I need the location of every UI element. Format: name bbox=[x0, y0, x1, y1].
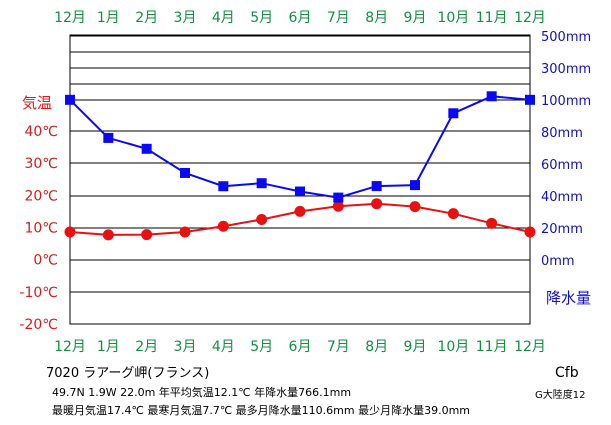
precipitation-point bbox=[218, 181, 229, 192]
temperature-axis-label: 気温 bbox=[22, 94, 52, 112]
temperature-point bbox=[179, 226, 191, 238]
temperature-point bbox=[294, 205, 306, 217]
temperature-point bbox=[447, 208, 459, 220]
station-info-line1: 49.7N 1.9W 22.0m 年平均気温12.1℃ 年降水量766.1mm bbox=[52, 386, 352, 399]
month-labels-top: 12月 1月 2月 3月 4月 5月 6月 7月 8月 9月 10月 11月 12月 bbox=[54, 10, 546, 26]
koppen-class: Cfb bbox=[555, 365, 579, 381]
month-label-bottom: 7月 bbox=[327, 339, 350, 355]
station-info-line2: 最暖月気温17.4℃ 最寒月気温7.7℃ 最多月降水量110.6mm 最少月降水… bbox=[52, 404, 471, 417]
temperature-tick: 40℃ bbox=[24, 124, 58, 140]
temperature-point bbox=[371, 198, 383, 210]
precipitation-tick: 100mm bbox=[541, 94, 591, 109]
month-label-top: 9月 bbox=[404, 10, 427, 26]
month-label-top: 12月 bbox=[54, 10, 86, 26]
month-label-bottom: 12月 bbox=[514, 339, 546, 355]
temperature-point bbox=[409, 201, 421, 213]
precipitation-axis-label: 降水量 bbox=[546, 289, 591, 307]
precipitation-tick: 300mm bbox=[541, 62, 591, 77]
month-label-top: 10月 bbox=[437, 10, 469, 26]
month-label-top: 6月 bbox=[289, 10, 312, 26]
month-label-bottom: 4月 bbox=[212, 339, 235, 355]
precipitation-point bbox=[180, 167, 190, 178]
month-label-bottom: 11月 bbox=[476, 339, 508, 355]
month-label-bottom: 8月 bbox=[365, 339, 388, 355]
precipitation-point bbox=[295, 186, 305, 197]
month-label-top: 1月 bbox=[97, 10, 120, 26]
temperature-tick: 30℃ bbox=[24, 156, 58, 172]
month-label-top: 8月 bbox=[365, 10, 388, 26]
month-label-top: 11月 bbox=[476, 10, 508, 26]
precipitation-point bbox=[410, 180, 420, 191]
temperature-point bbox=[141, 229, 153, 241]
precipitation-point bbox=[448, 108, 459, 119]
precipitation-point bbox=[65, 94, 75, 105]
month-label-bottom: 12月 bbox=[54, 339, 86, 355]
month-label-bottom: 6月 bbox=[289, 339, 312, 355]
precipitation-tick: 0mm bbox=[541, 254, 575, 269]
precipitation-point bbox=[103, 132, 114, 143]
continentality: G大陸度12 bbox=[535, 390, 586, 401]
precipitation-line bbox=[69, 95, 531, 199]
temperature-tick: -10℃ bbox=[19, 285, 58, 301]
month-label-top: 12月 bbox=[514, 10, 546, 26]
temperature-tick: 0℃ bbox=[33, 253, 58, 269]
month-label-top: 4月 bbox=[212, 10, 235, 26]
temperature-point bbox=[256, 213, 268, 225]
chart-grid bbox=[69, 34, 531, 325]
temperature-point bbox=[64, 226, 76, 238]
precipitation-point bbox=[333, 192, 344, 203]
temperature-point bbox=[217, 220, 229, 232]
month-label-bottom: 1月 bbox=[97, 339, 120, 355]
temperature-point bbox=[332, 200, 344, 212]
month-label-top: 2月 bbox=[135, 10, 158, 26]
month-label-bottom: 9月 bbox=[404, 339, 427, 355]
precipitation-tick: 40mm bbox=[541, 190, 583, 205]
month-label-bottom: 2月 bbox=[135, 339, 158, 355]
precipitation-tick: 20mm bbox=[541, 222, 583, 237]
precipitation-point bbox=[256, 178, 267, 189]
precipitation-point bbox=[486, 91, 497, 102]
station-name: 7020 ラアーグ岬(フランス) bbox=[46, 366, 210, 381]
plot-frame bbox=[69, 34, 531, 325]
precipitation-tick: 60mm bbox=[541, 158, 583, 173]
month-label-top: 5月 bbox=[250, 10, 273, 26]
precipitation-point bbox=[525, 94, 535, 105]
month-label-bottom: 3月 bbox=[174, 339, 197, 355]
precipitation-point bbox=[141, 143, 152, 154]
month-label-top: 3月 bbox=[174, 10, 197, 26]
temperature-point bbox=[102, 229, 114, 241]
precipitation-axis: 500mm 300mm 100mm 80mm 60mm 40mm 20mm 0mm bbox=[541, 30, 591, 269]
precipitation-tick: 80mm bbox=[541, 126, 583, 141]
precipitation-tick: 500mm bbox=[541, 30, 591, 45]
month-label-bottom: 10月 bbox=[437, 339, 469, 355]
temperature-point bbox=[486, 217, 498, 229]
chart-series bbox=[64, 91, 536, 241]
month-label-top: 7月 bbox=[327, 10, 350, 26]
temperature-tick: -20℃ bbox=[19, 317, 58, 333]
temperature-point bbox=[524, 226, 536, 238]
month-label-bottom: 5月 bbox=[250, 339, 273, 355]
month-labels-bottom: 12月 1月 2月 3月 4月 5月 6月 7月 8月 9月 10月 11月 12月 bbox=[54, 339, 546, 355]
temperature-tick: 10℃ bbox=[24, 221, 58, 237]
temperature-axis: 40℃ 30℃ 20℃ 10℃ 0℃ -10℃ -20℃ bbox=[19, 124, 58, 333]
temperature-tick: 20℃ bbox=[24, 188, 58, 204]
precipitation-point bbox=[371, 181, 382, 192]
